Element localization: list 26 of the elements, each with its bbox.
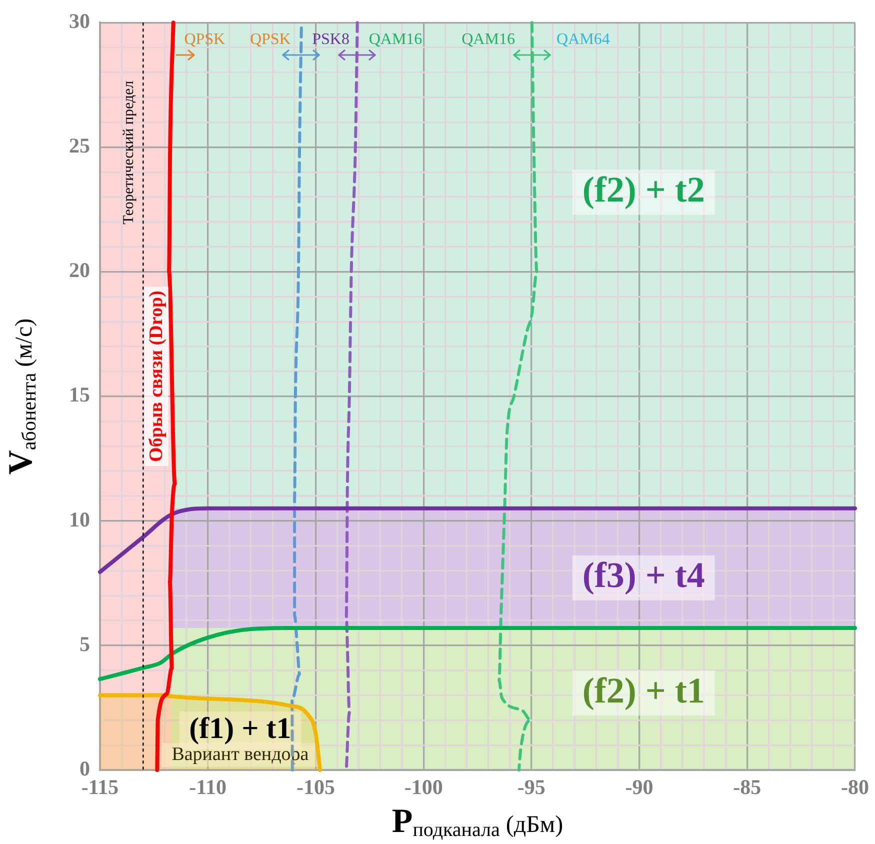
y-tick-label: 5 (80, 632, 90, 656)
annotation: (f2) + t2 (582, 170, 705, 210)
x-tick-label: -110 (189, 775, 227, 800)
y-tick-label: 15 (69, 382, 90, 407)
y-tick-label: 30 (69, 9, 90, 34)
x-tick-label: -105 (296, 775, 335, 800)
annotation: QPSK (184, 30, 226, 48)
y-tick-label: 10 (69, 507, 90, 532)
annotation: QPSK (250, 30, 292, 48)
annotation: QAM16 (462, 30, 515, 48)
y-tick-label: 20 (69, 258, 90, 282)
annotation: QAM64 (556, 30, 610, 48)
annotation: (f3) + t4 (582, 555, 705, 596)
x-tick-label: -80 (841, 775, 870, 800)
text: Обрыв связи (Drop) (146, 290, 168, 462)
x-tick-label: -85 (733, 775, 762, 800)
x-axis-title: P$_{подканала}$ (дБм) (392, 803, 564, 842)
ref-line-label: Теоретический предел (121, 80, 138, 224)
x-tick-label: -100 (404, 775, 443, 800)
annotation: (f2) + t1 (582, 670, 705, 710)
y-tick-label: 25 (69, 134, 90, 158)
x-tick-label: -95 (517, 775, 546, 800)
annotation: QAM16 (368, 30, 422, 48)
x-tick-label: -90 (625, 775, 654, 800)
annotation: PSK8 (312, 30, 350, 48)
annotation: (f1) + t1 (189, 712, 292, 746)
